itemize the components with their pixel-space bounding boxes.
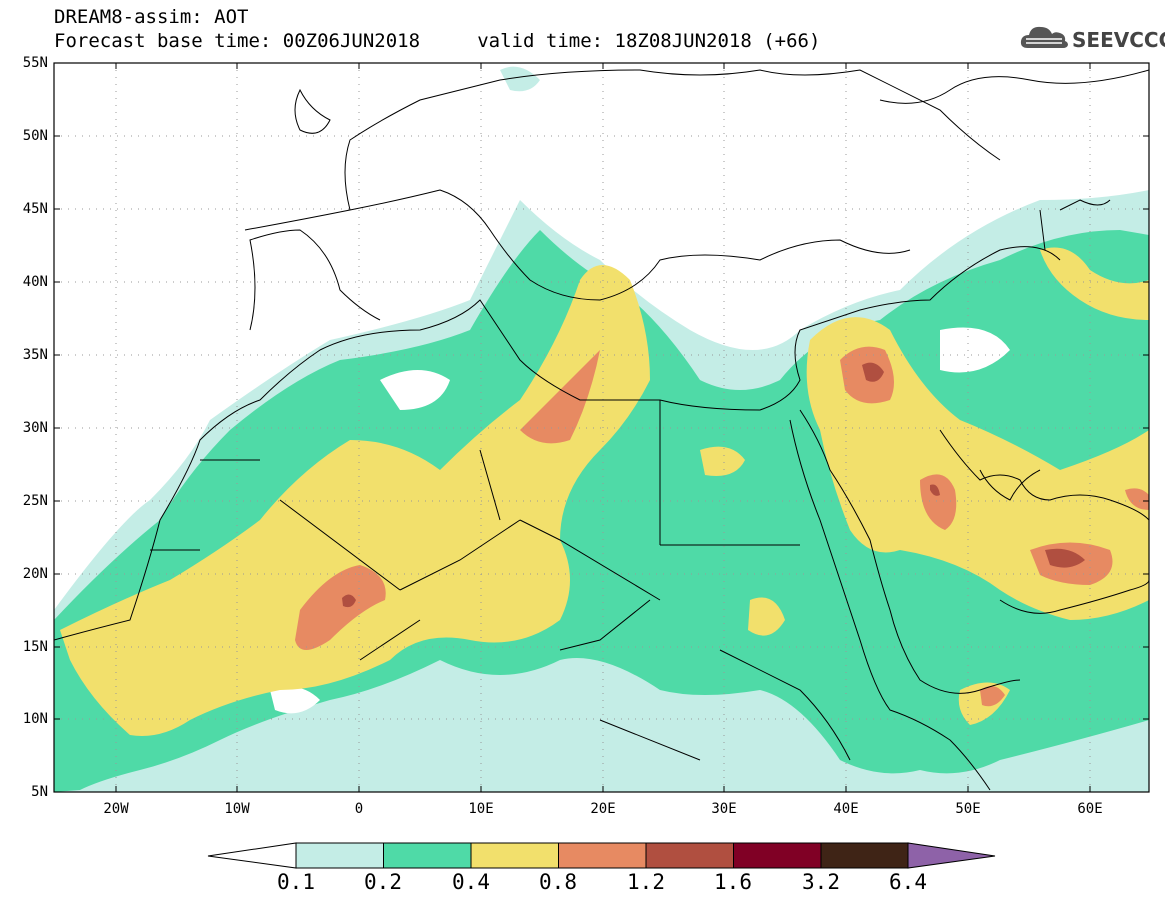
colorbar-label: 0.2	[364, 870, 402, 894]
lon-label: 10W	[224, 801, 250, 817]
lat-label: 20N	[22, 566, 48, 582]
lat-label: 25N	[22, 493, 48, 509]
lon-label: 20W	[103, 801, 129, 817]
lat-label: 50N	[22, 128, 48, 144]
colorbar-label: 6.4	[889, 870, 927, 894]
logo-text: SEEVCCC	[1072, 28, 1165, 52]
coastlines-borders	[54, 69, 1149, 791]
seevccc-logo: SEEVCCC	[1018, 22, 1165, 58]
lat-label: 45N	[22, 201, 48, 217]
lon-label: 20E	[590, 801, 616, 817]
lat-label: 30N	[22, 420, 48, 436]
lon-label: 10E	[468, 801, 494, 817]
colorbar-label: 0.1	[277, 870, 315, 894]
forecast-time-line: Forecast base time: 00Z06JUN2018 valid t…	[54, 30, 821, 52]
lon-label: 0	[354, 801, 364, 817]
lon-label: 60E	[1077, 801, 1103, 817]
axis-ticks	[54, 63, 1149, 792]
colorbar-label: 1.6	[714, 870, 752, 894]
lat-label: 55N	[22, 55, 48, 71]
colorbar-label: 0.4	[452, 870, 490, 894]
lat-label: 5N	[31, 784, 48, 800]
aot-1-2-region	[342, 362, 1085, 608]
lon-label: 40E	[833, 801, 859, 817]
colorbar-label: 1.2	[627, 870, 665, 894]
lat-lon-grid	[54, 63, 1149, 792]
lat-label: 10N	[22, 711, 48, 727]
lat-label: 15N	[22, 639, 48, 655]
lon-label: 30E	[711, 801, 737, 817]
lon-label: 50E	[955, 801, 981, 817]
map-title: DREAM8-assim: AOT	[54, 6, 249, 28]
lat-label: 35N	[22, 347, 48, 363]
lat-label: 40N	[22, 274, 48, 290]
clean-air-patch	[270, 327, 1010, 714]
colorbar-label: 0.8	[539, 870, 577, 894]
cloud-icon	[1020, 26, 1068, 48]
colorbar-label: 3.2	[802, 870, 840, 894]
